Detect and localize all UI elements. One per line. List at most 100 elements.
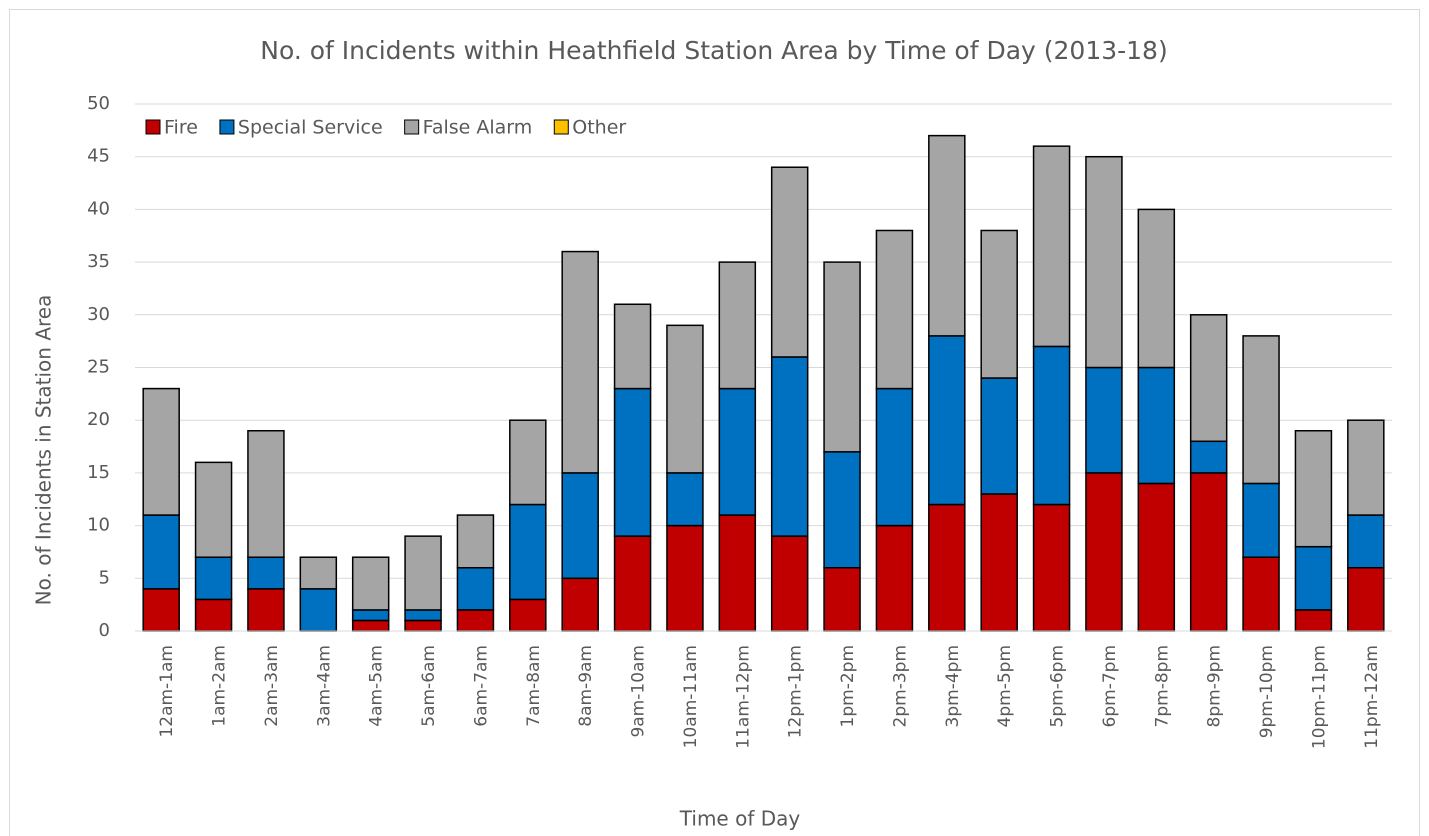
bar-segment xyxy=(1242,482,1280,558)
bar-segment xyxy=(456,567,495,611)
bar-segment xyxy=(1085,155,1123,369)
bar-segment xyxy=(928,335,966,506)
x-tick-label: 11pm-12am xyxy=(1362,645,1382,749)
x-tick-label: 12am-1am xyxy=(157,645,177,738)
bar-segment xyxy=(666,524,704,632)
bar-segment xyxy=(351,619,390,632)
legend-label: False Alarm xyxy=(423,117,533,139)
y-tick-label: 35 xyxy=(87,251,110,272)
bar-segment xyxy=(561,577,599,632)
y-tick-label: 10 xyxy=(87,515,110,536)
bar-segment xyxy=(142,387,180,516)
bar-segment xyxy=(247,556,285,590)
x-tick-label: 4am-5am xyxy=(367,645,387,727)
x-tick-label: 12pm-1pm xyxy=(786,645,806,738)
x-tick-label: 2am-3am xyxy=(262,645,282,727)
bar-segment xyxy=(404,535,442,611)
bar-segment xyxy=(875,229,914,390)
x-axis-title: Time of Day xyxy=(679,807,801,831)
bar-segment xyxy=(1294,609,1333,632)
bar-segment xyxy=(1347,567,1385,632)
bar-segment xyxy=(718,261,757,390)
x-tick-label: 10pm-11pm xyxy=(1309,645,1329,749)
bar-segment xyxy=(1085,366,1123,474)
bar-segment xyxy=(1137,366,1176,485)
x-tick-label: 7am-8am xyxy=(524,645,544,727)
bar-segment xyxy=(1189,440,1228,474)
y-tick-label: 40 xyxy=(87,198,110,219)
bar-segment xyxy=(404,609,442,622)
bar-segment xyxy=(194,556,233,601)
bar-segment xyxy=(1137,482,1176,632)
legend-swatch xyxy=(553,119,569,135)
y-tick-label: 5 xyxy=(99,567,110,588)
bar-segment xyxy=(770,356,809,537)
legend-swatch xyxy=(145,119,161,135)
bar-segment xyxy=(823,261,861,453)
bar-segment xyxy=(980,377,1018,495)
x-tick-label: 3pm-4pm xyxy=(943,645,963,727)
bar-segment xyxy=(1032,345,1071,506)
x-tick-label: 1am-2am xyxy=(210,645,230,727)
bar-segment xyxy=(456,609,495,632)
bar-segment xyxy=(509,503,547,601)
bar-segment xyxy=(666,472,704,527)
bar-segment xyxy=(1032,145,1071,348)
x-tick-label: 9pm-10pm xyxy=(1257,645,1277,738)
bar-segment xyxy=(509,419,547,506)
bar-segment xyxy=(875,387,914,527)
x-tick-label: 5pm-6pm xyxy=(1048,645,1068,727)
bar-segment xyxy=(980,493,1018,632)
y-axis-title: No. of Incidents in Station Area xyxy=(32,295,56,606)
bar-segment xyxy=(613,535,652,632)
bar-segment xyxy=(1085,472,1123,632)
bar-segment xyxy=(1242,335,1280,485)
y-tick-label: 25 xyxy=(87,357,110,378)
bar-segment xyxy=(142,514,180,590)
bar-segment xyxy=(613,303,652,390)
bar-segment xyxy=(299,588,338,632)
bar-segment xyxy=(1189,472,1228,632)
bar-segment xyxy=(247,429,285,558)
bar-segment xyxy=(456,514,495,569)
bar-segment xyxy=(875,524,914,632)
bar-segment xyxy=(770,166,809,358)
x-tick-label: 6pm-7pm xyxy=(1100,645,1120,727)
bar-segment xyxy=(1347,514,1385,569)
bar-segment xyxy=(980,229,1018,379)
bar-segment xyxy=(194,598,233,632)
bar-segment xyxy=(351,556,390,611)
bar-segment xyxy=(823,567,861,632)
x-tick-label: 5am-6am xyxy=(419,645,439,727)
bar-segment xyxy=(404,619,442,632)
y-tick-label: 15 xyxy=(87,462,110,483)
bar-segment xyxy=(351,609,390,622)
bar-segment xyxy=(928,503,966,632)
x-tick-label: 9am-10am xyxy=(629,645,649,738)
x-tick-label: 6am-7am xyxy=(471,645,491,727)
y-tick-label: 50 xyxy=(87,93,110,114)
bar-segment xyxy=(299,556,338,590)
bar-segment xyxy=(718,387,757,516)
bar-segment xyxy=(1347,419,1385,516)
bar-segment xyxy=(718,514,757,632)
legend-swatch xyxy=(219,119,235,135)
chart-title: No. of Incidents within Heathfield Stati… xyxy=(260,36,1167,65)
bar-segment xyxy=(247,588,285,632)
bar-segment xyxy=(561,472,599,580)
bar-segment xyxy=(613,387,652,537)
x-tick-label: 3am-4am xyxy=(314,645,334,727)
y-tick-label: 0 xyxy=(99,620,110,641)
bar-segment xyxy=(1032,503,1071,632)
bar-segment xyxy=(509,598,547,632)
bar-segment xyxy=(1294,545,1333,611)
y-tick-label: 20 xyxy=(87,409,110,430)
x-tick-label: 11am-12pm xyxy=(733,645,753,749)
y-tick-label: 45 xyxy=(87,146,110,167)
legend-swatch xyxy=(404,119,420,135)
x-tick-label: 7pm-8pm xyxy=(1152,645,1172,727)
bar-segment xyxy=(194,461,233,558)
bar-segment xyxy=(1242,556,1280,632)
bar-segment xyxy=(770,535,809,632)
